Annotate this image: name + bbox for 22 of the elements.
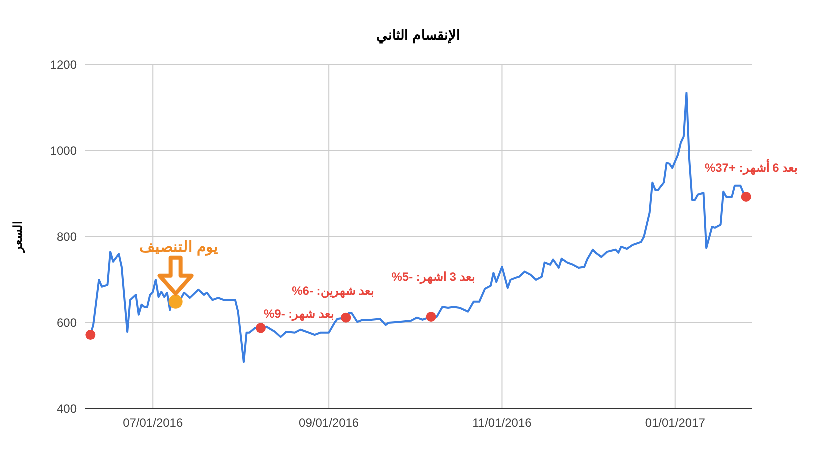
point	[741, 192, 752, 202]
y-tick-label: 400	[56, 402, 78, 416]
y-tick-label: 1000	[50, 144, 78, 158]
annotation: يوم التنصيف	[140, 238, 218, 256]
point	[341, 312, 352, 323]
point	[426, 312, 436, 322]
point	[256, 323, 266, 334]
annotation: بعد شهر: -9%	[264, 307, 334, 322]
annotation: بعد 6 أشهر: +37%	[704, 160, 798, 176]
x-tick-label: 07/01/2016	[123, 416, 184, 430]
x-tick-label: 09/01/2016	[299, 416, 360, 430]
annotation: بعد 3 اشهر: -5%	[392, 270, 475, 285]
annotation: بعد شهرين: -6%	[292, 284, 374, 299]
point	[168, 294, 183, 309]
y-axis-title: السعر	[11, 222, 26, 254]
y-tick-label: 1200	[50, 58, 78, 72]
y-tick-label: 800	[56, 230, 78, 244]
x-tick-label: 01/01/2017	[645, 416, 706, 430]
point	[86, 330, 96, 340]
y-tick-label: 600	[56, 316, 78, 330]
chart-title: الإنقسام الثاني	[376, 27, 460, 45]
x-tick-label: 11/01/2016	[472, 416, 532, 430]
